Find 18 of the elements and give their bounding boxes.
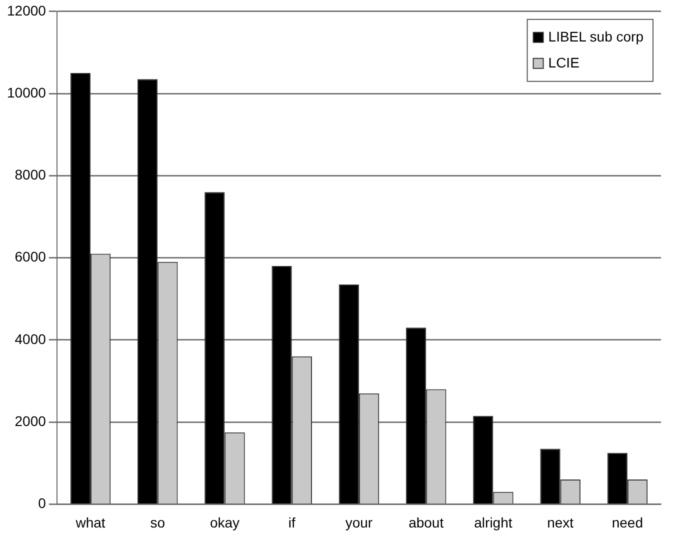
y-tick-label: 2000 [14, 412, 46, 429]
y-tick-label: 4000 [14, 330, 46, 347]
x-tick-label: need [612, 514, 644, 530]
x-tick-label: your [345, 514, 373, 530]
y-tick-label: 6000 [14, 248, 46, 265]
x-tick-label: so [150, 514, 166, 530]
x-tick-label: okay [210, 514, 240, 530]
x-tick-label: alright [474, 514, 512, 530]
y-tick-label: 12000 [6, 2, 46, 18]
x-tick-label: if [288, 514, 296, 530]
legend-label: LCIE [548, 54, 580, 70]
x-tick-label: next [547, 514, 574, 530]
y-tick-label: 0 [38, 495, 46, 512]
y-tick-label: 8000 [14, 166, 46, 183]
x-tick-label: what [74, 514, 106, 530]
x-tick-label: about [408, 514, 444, 530]
y-tick-label: 10000 [6, 84, 46, 100]
legend-label: LIBEL sub corp [548, 28, 644, 44]
